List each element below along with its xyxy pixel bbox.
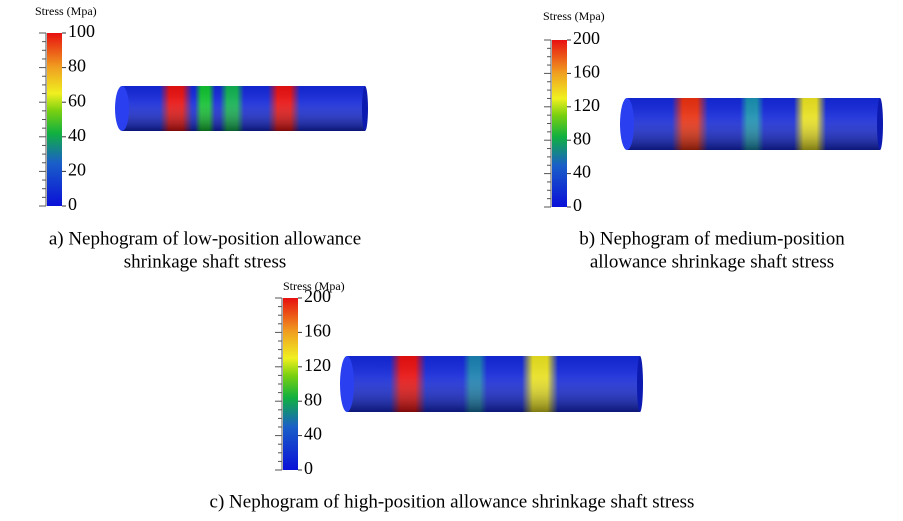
caption: a) Nephogram of low-position allowance [49,228,361,249]
tick-label: 120 [304,355,331,375]
tick-label: 200 [304,286,331,306]
colorbar [283,298,298,470]
legend-title: Stress (Mpa) [543,9,605,23]
colorbar [552,40,567,207]
tick-label: 20 [68,160,86,180]
panel: Stress (Mpa) 200 160 120 80 40 0 b) Nephogram o… [543,9,883,273]
colorbar [47,33,62,206]
tick-label: 80 [573,128,591,148]
tick-label: 120 [573,95,600,115]
tick-label: 0 [304,458,313,478]
tick-label: 200 [573,28,600,48]
shaft-shade [122,86,365,131]
tick-label: 100 [68,21,95,41]
tick-label: 60 [68,90,86,110]
tick-label: 0 [68,194,77,214]
tick-label: 40 [68,125,86,145]
shaft-end [362,86,368,131]
caption: b) Nephogram of medium-position [579,228,845,249]
caption: allowance shrinkage shaft stress [590,251,834,272]
shaft-end [877,98,883,150]
shaft-shade [347,356,640,412]
tick-label: 40 [573,162,591,182]
caption: c) Nephogram of high-position allowance … [210,491,695,512]
legend-title: Stress (Mpa) [35,4,97,18]
shaft-end [637,356,643,412]
figure: Stress (Mpa)100806040200a) Nephogram of … [0,0,903,521]
shaft-end [115,86,129,131]
tick-label: 40 [304,424,322,444]
panel: Stress (Mpa) 100 80 60 40 20 0 a) Nephogram of … [35,4,368,273]
caption: shrinkage shaft stress [124,251,287,272]
shaft-end [620,98,634,150]
tick-label: 160 [304,321,331,341]
tick-label: 80 [304,389,322,409]
shaft-shade [627,98,880,150]
tick-label: 80 [68,56,86,76]
shaft-end [340,356,354,412]
tick-label: 160 [573,62,600,82]
tick-label: 0 [573,195,582,215]
